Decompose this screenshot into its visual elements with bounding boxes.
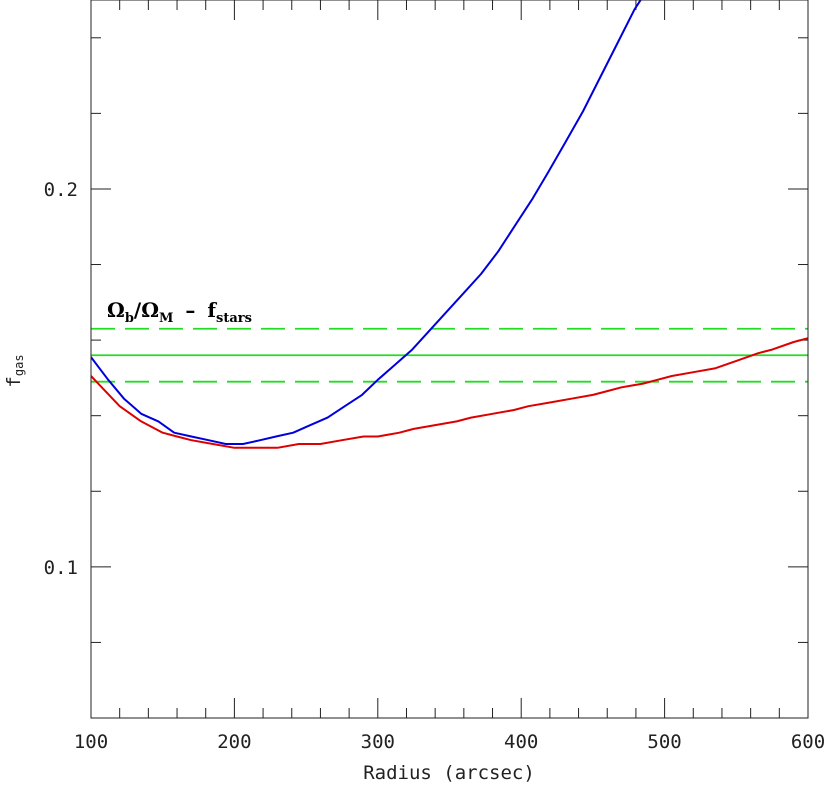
x-tick-label: 500 — [647, 731, 681, 753]
omega-b-subscript: b — [125, 311, 134, 326]
annotation-slash: / — [134, 298, 142, 322]
f-stars-subscript: stars — [216, 311, 252, 326]
x-axis-label: Radius (arcsec) — [363, 762, 535, 784]
f-symbol: f — [207, 298, 217, 322]
plot-frame — [90, 0, 809, 719]
baryon-fraction-annotation: Ωb/ΩM – fstars — [107, 298, 252, 326]
y-axis-label: fgas — [3, 354, 26, 387]
data-series — [91, 0, 808, 449]
x-tick-label: 300 — [361, 731, 395, 753]
x-tick-labels: 100 200 300 400 500 600 — [74, 731, 825, 753]
y-axis-label-main: f — [3, 376, 25, 387]
omega-m-symbol: Ω — [141, 298, 159, 322]
omega-m-subscript: M — [159, 311, 173, 326]
x-tick-label: 400 — [504, 731, 538, 753]
x-tick-label: 600 — [791, 731, 825, 753]
tick-marks — [90, 0, 809, 719]
x-tick-label: 200 — [217, 731, 251, 753]
y-axis-label-subscript: gas — [12, 354, 26, 376]
y-tick-label: 0.2 — [44, 179, 78, 201]
omega-b-symbol: Ω — [107, 298, 125, 322]
reference-lines — [91, 327, 808, 383]
y-tick-label: 0.1 — [44, 557, 78, 579]
series-line-blue — [91, 0, 658, 445]
series-line-red — [91, 337, 808, 449]
x-tick-label: 100 — [74, 731, 108, 753]
annotation-minus: – — [185, 298, 195, 322]
y-tick-labels: 0.1 0.2 — [44, 179, 78, 579]
